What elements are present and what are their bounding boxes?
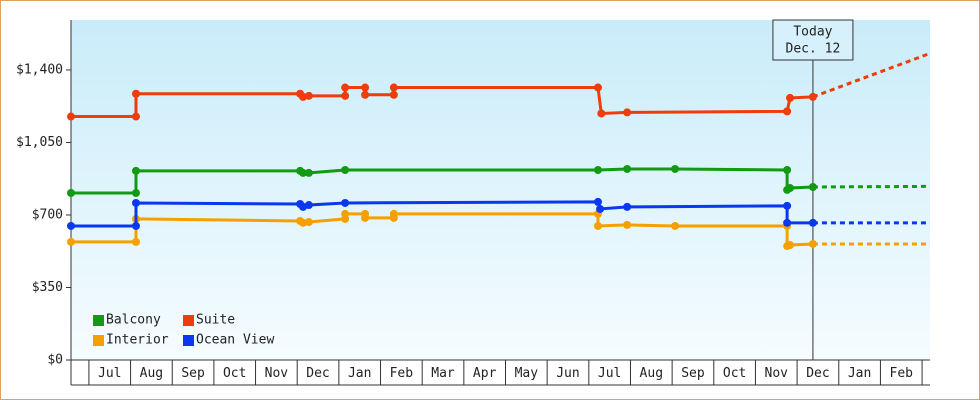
x-tick-label: Nov [765,366,789,381]
point [131,112,140,121]
point [596,204,605,213]
x-tick-label: Jan [848,366,871,381]
point [304,218,313,227]
point [783,166,792,175]
point [597,109,606,118]
point [623,202,632,211]
plot-area [71,20,930,360]
x-tick-label: Jul [98,366,121,381]
point [304,201,313,210]
point [67,189,75,198]
point [131,237,140,246]
point [783,201,792,210]
point [389,209,398,218]
point [131,189,140,198]
point [808,218,817,227]
point [131,166,140,175]
x-tick-label: Jun [556,366,579,381]
point [67,237,75,246]
legend-swatch [93,315,104,326]
point [67,221,75,230]
x-tick-label: Oct [723,366,746,381]
point [593,83,602,92]
legend-label: Interior [106,333,169,348]
point [131,89,140,98]
x-tick-label: Jan [348,366,371,381]
point [808,239,817,248]
point [299,218,308,227]
point [304,168,313,177]
point [783,107,792,116]
legend-label: Suite [196,313,235,328]
x-tick-label: Dec [806,366,829,381]
point [783,218,792,227]
y-tick-label: $1,050 [16,135,63,150]
x-tick-label: Oct [223,366,246,381]
point [361,213,370,222]
point [361,83,370,92]
today-label: Today [793,25,832,40]
point [341,166,350,175]
point [341,83,350,92]
today-box [772,19,854,61]
point [671,164,680,173]
x-tick-label: Sep [181,366,205,381]
y-tick-label: $350 [32,280,63,295]
point [131,198,140,207]
point [361,90,370,99]
point [67,112,75,121]
x-tick-label: Aug [140,366,163,381]
point [131,221,140,230]
point [299,168,308,177]
point [786,93,795,102]
x-tick-label: Sep [681,366,705,381]
point [786,241,795,250]
point [389,90,398,99]
legend-swatch [183,315,194,326]
point [593,166,602,175]
x-tick-label: Aug [640,366,663,381]
point [671,221,680,230]
point [341,209,350,218]
x-tick-label: Apr [473,366,497,381]
point [808,182,817,191]
x-tick-label: May [515,366,539,381]
x-tick-label: Jul [598,366,621,381]
point [623,220,632,229]
point [808,92,817,101]
x-tick-label: Dec [306,366,329,381]
legend-label: Ocean View [196,333,274,348]
legend-swatch [93,335,104,346]
forecast-line [812,184,931,189]
point [786,184,795,193]
y-tick-label: $1,400 [16,62,63,77]
y-tick-label: $700 [32,207,63,222]
x-tick-label: Feb [390,366,414,381]
point [593,197,602,206]
x-tick-label: Nov [265,366,289,381]
point [593,221,602,230]
y-tick-label: $0 [47,353,63,368]
legend-swatch [183,335,194,346]
point [623,108,632,117]
point [389,83,398,92]
x-tick-label: Feb [890,366,914,381]
forecast-line [812,51,931,99]
point [341,198,350,207]
point [623,164,632,173]
point [304,91,313,100]
x-tick-label: Mar [431,366,455,381]
legend-label: Balcony [106,313,161,328]
today-label: Dec. 12 [786,42,841,57]
point [341,91,350,100]
